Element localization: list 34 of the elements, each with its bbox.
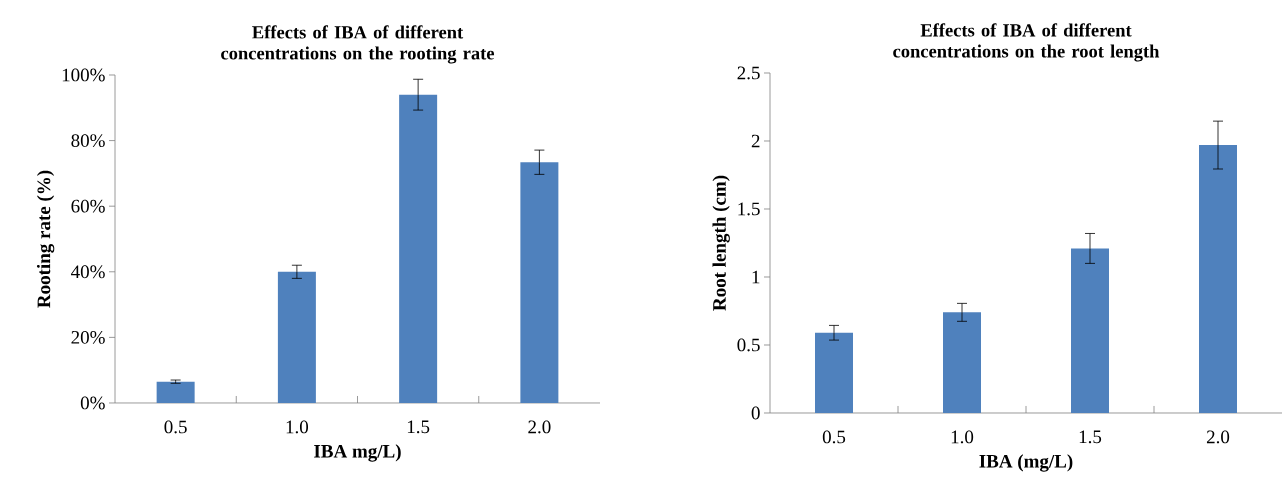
bar — [815, 332, 854, 413]
bar — [1199, 145, 1237, 413]
y-tick-label: 0% — [80, 396, 105, 410]
y-axis-title: Rooting rate (%) — [36, 170, 55, 308]
x-tick-label: 1.5 — [407, 420, 430, 434]
chart-title: Effects of IBA of different concentrations on the root length — [893, 23, 1160, 62]
bar — [1071, 248, 1109, 413]
x-axis-title: IBA (mg/L) — [979, 454, 1073, 472]
x-tick-label: 1.0 — [951, 430, 974, 444]
bar — [399, 94, 438, 403]
x-tick-label: 2.0 — [528, 420, 551, 434]
bar — [277, 271, 316, 403]
y-axis-title: Root length (cm) — [712, 175, 730, 311]
bar — [520, 162, 559, 403]
y-tick-label: 0 — [751, 406, 760, 420]
y-tick-label: 80% — [71, 134, 105, 148]
chart-title: Effects of IBA of different concentrations on the rooting rate — [221, 25, 495, 64]
x-axis-title: IBA mg/L) — [314, 444, 401, 462]
y-tick-label: 1 — [752, 270, 760, 284]
y-tick-label: 2.5 — [737, 66, 760, 80]
y-tick-label: 60% — [71, 199, 105, 213]
x-tick-label: 0.5 — [822, 430, 846, 444]
x-tick-label: 2.0 — [1206, 430, 1230, 444]
y-tick-label: 2 — [751, 134, 760, 148]
x-tick-label: 1.5 — [1079, 430, 1102, 444]
bar — [943, 312, 982, 413]
bar — [156, 381, 195, 403]
y-tick-label: 100% — [62, 68, 105, 82]
x-tick-label: 0.5 — [164, 420, 187, 434]
y-tick-label: 1.5 — [738, 202, 760, 216]
x-tick-label: 1.0 — [286, 420, 309, 434]
y-tick-label: 20% — [71, 330, 105, 344]
y-tick-label: 40% — [71, 265, 105, 279]
y-tick-label: 0.5 — [737, 338, 760, 352]
